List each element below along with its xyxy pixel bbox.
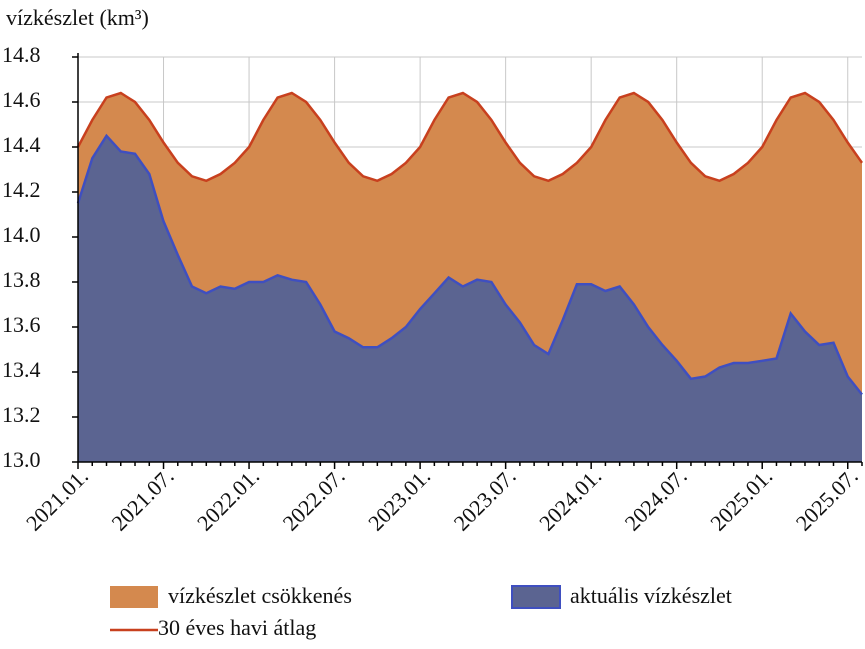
x-tick-label: 2024.07. <box>620 463 692 535</box>
actual-line <box>76 133 863 396</box>
y-tick-label: 14.2 <box>2 177 41 202</box>
y-tick-label: 14.6 <box>2 87 41 112</box>
x-tick-label: 2023.01. <box>363 463 435 535</box>
x-tick-label: 2021.01. <box>21 463 93 535</box>
y-tick-label: 14.8 <box>2 42 41 67</box>
average-line <box>76 91 864 183</box>
x-tick-label: 2025.07. <box>791 463 863 535</box>
legend-swatch <box>511 585 561 609</box>
y-axis-label: vízkészlet (km³) <box>6 5 149 30</box>
legend-label: aktuális vízkészlet <box>570 583 732 608</box>
y-tick-label: 13.2 <box>2 402 41 427</box>
legend-label: 30 éves havi átlag <box>158 615 316 640</box>
x-tick-label: 2023.07. <box>449 463 521 535</box>
x-tick-label: 2022.01. <box>192 463 264 535</box>
y-tick-label: 13.8 <box>2 267 41 292</box>
x-tick-label: 2021.07. <box>107 463 179 535</box>
x-tick-label: 2022.07. <box>278 463 350 535</box>
y-tick-label: 14.4 <box>2 132 41 157</box>
y-tick-label: 13.6 <box>2 312 41 337</box>
y-tick-label: 13.0 <box>2 447 41 472</box>
legend-label: vízkészlet csökkenés <box>168 583 352 608</box>
x-tick-label: 2024.01. <box>534 463 606 535</box>
actual-area <box>78 135 862 463</box>
y-tick-label: 13.4 <box>2 357 41 382</box>
x-tick-label: 2025.01. <box>705 463 777 535</box>
y-tick-label: 14.0 <box>2 222 41 247</box>
legend-swatch <box>110 586 158 608</box>
